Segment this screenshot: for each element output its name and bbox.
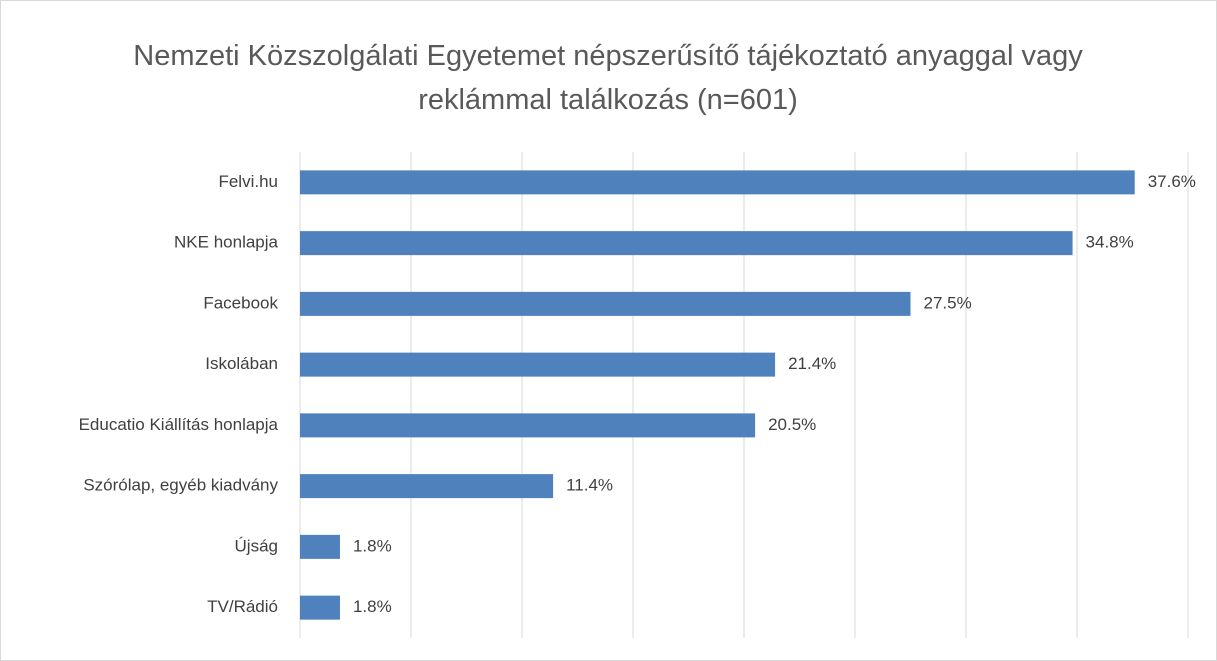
- y-tick-label: Újság: [235, 536, 278, 555]
- bar: [300, 352, 776, 377]
- y-tick-label: Szórólap, egyéb kiadvány: [83, 476, 278, 495]
- data-label: 34.8%: [1086, 233, 1134, 252]
- data-label: 11.4%: [566, 476, 613, 495]
- bar: [300, 231, 1073, 256]
- y-tick-label: TV/Rádió: [207, 597, 278, 616]
- chart-title: Nemzeti Közszolgálati Egyetemet népszerű…: [133, 40, 1083, 116]
- data-label: 20.5%: [768, 415, 816, 434]
- data-label: 1.8%: [353, 597, 392, 616]
- bar: [300, 595, 340, 620]
- data-label: 37.6%: [1148, 172, 1196, 191]
- y-tick-label: Felvi.hu: [218, 172, 278, 191]
- bar: [300, 413, 756, 438]
- data-label: 1.8%: [353, 536, 392, 555]
- bar: [300, 534, 340, 559]
- bar: [300, 170, 1135, 195]
- y-tick-label: Facebook: [203, 293, 278, 312]
- y-tick-label: Iskolában: [205, 354, 278, 373]
- bar: [300, 291, 911, 316]
- bar: [300, 474, 554, 499]
- data-label: 27.5%: [924, 293, 972, 312]
- y-tick-label: NKE honlapja: [174, 233, 279, 252]
- y-tick-label: Educatio Kiállítás honlapja: [79, 415, 279, 434]
- data-label: 21.4%: [788, 354, 836, 373]
